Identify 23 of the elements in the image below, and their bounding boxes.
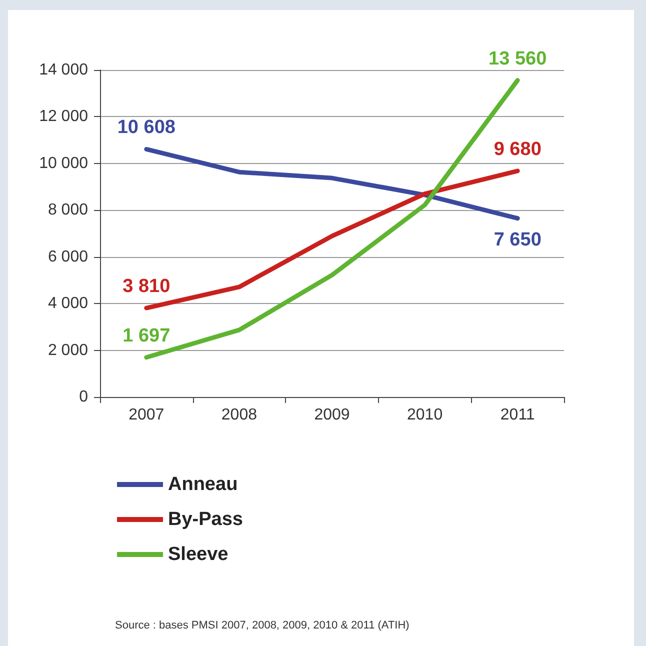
y-tick-label: 12 000 [39, 108, 88, 126]
data-label: 7 650 [494, 229, 542, 250]
data-label: 3 810 [122, 276, 170, 298]
legend-label: Anneau [168, 474, 238, 495]
data-label: 1 697 [122, 325, 170, 346]
legend-label: By-Pass [168, 509, 243, 530]
x-tick-label: 2009 [314, 406, 350, 424]
data-label: 13 560 [488, 48, 547, 70]
y-tick-label: 14 000 [39, 62, 88, 78]
x-tick-label: 2010 [407, 406, 443, 424]
y-tick-label: 6 000 [48, 248, 88, 266]
legend-label: Sleeve [168, 544, 228, 565]
y-tick-label: 2 000 [48, 342, 88, 359]
x-tick-label: 2008 [221, 406, 258, 424]
source-note: Source : bases PMSI 2007, 2008, 2009, 2010 & 2011 (ATIH) [115, 620, 410, 632]
x-tick-label: 2011 [500, 406, 535, 424]
y-tick-label: 8 000 [48, 202, 88, 219]
y-tick-label: 10 000 [39, 154, 88, 172]
x-tick-label: 2007 [128, 406, 164, 424]
data-label: 9 680 [494, 138, 542, 160]
y-tick-label: 0 [79, 388, 88, 406]
y-tick-label: 4 000 [48, 295, 88, 312]
data-label: 10 608 [117, 117, 176, 138]
